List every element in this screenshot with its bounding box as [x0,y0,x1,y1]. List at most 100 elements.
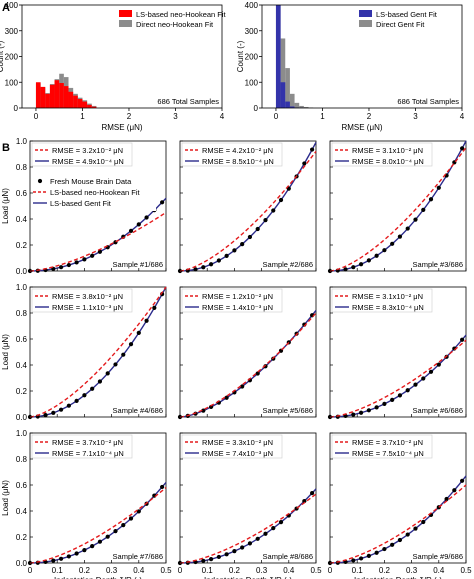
x-axis-label: RMSE (μN) [341,123,382,132]
histogram-bar [59,83,64,108]
data-point [43,413,48,418]
data-point [136,330,141,335]
data-point [271,208,276,213]
data-point [201,408,206,413]
data-point [397,393,403,398]
x-tick-label: 0.5 [310,566,322,575]
data-point [413,382,418,387]
x-tick-label: 0.2 [79,566,91,575]
gent-fit-line [329,334,467,418]
x-tick-label: 0.1 [202,566,214,575]
y-tick-label: 0.0 [16,267,28,276]
rmse-gent-label: RMSE = 7.4x10⁻³ μN [202,449,273,458]
data-point [452,488,457,493]
load-subplot-2: RMSE = 4.2x10⁻² μN RMSE = 8.5x10⁻⁴ μN Samp… [177,140,317,274]
axes-frame [329,140,467,272]
data-point [82,548,87,553]
histogram-bar [294,102,300,108]
x-tick-label: 4 [460,112,465,121]
rmse-neo-hookean-label: RMSE = 1.2x10⁻² μN [202,292,273,301]
rmse-neo-hookean-label: RMSE = 3.3x10⁻² μN [202,438,273,447]
data-point [144,215,149,220]
histogram-bar [82,101,88,108]
data-point [113,362,118,367]
rmse-neo-hookean-label: RMSE = 3.1x10⁻² μN [352,146,423,155]
rmse-legend-box [31,288,133,313]
rmse-gent-label: RMSE = 8.5x10⁻⁴ μN [202,157,274,166]
neo-hookean-fit-line [179,493,317,564]
load-subplot-4: RMSE = 3.8x10⁻² μN RMSE = 1.1x10⁻³ μN Samp… [1,283,167,422]
data-point [397,234,403,239]
data-point [160,484,165,490]
histogram-bar [275,5,281,108]
data-point [121,522,126,528]
y-tick-label: 300 [5,27,19,36]
data-point [90,544,95,549]
data-point [374,253,379,258]
data-point [152,305,157,310]
axes-frame [329,432,467,564]
x-tick-label: 4 [220,112,225,121]
histogram-bar [285,68,290,108]
y-tick-label: 0 [254,104,259,113]
x-tick-label: 1 [320,112,325,121]
histogram-bar [35,82,41,108]
rmse-gent-label: RMSE = 7.5x10⁻⁴ μN [352,449,424,458]
data-point [58,265,64,270]
histogram-bar [289,106,295,108]
data-point [278,197,284,203]
rmse-neo-hookean-label: RMSE = 3.7x10⁻² μN [352,438,423,447]
data-point [58,556,64,561]
gent-fit-line [179,309,317,418]
rmse-legend-box [31,142,133,167]
legend-label: Direct Gent Fit [376,20,425,29]
data-point [74,398,79,403]
y-tick-label: 400 [245,1,259,10]
data-point [51,410,56,415]
y-tick-label: 0.2 [16,387,28,396]
data-point [128,228,134,233]
data-point [66,262,71,268]
data-point [224,552,229,557]
x-tick-label: 0 [28,566,33,575]
data-point [255,226,260,232]
data-point [358,262,364,267]
legend-label: Fresh Mouse Brain Data [50,177,132,186]
data-point [105,371,110,376]
load-subplot-5: RMSE = 1.2x10⁻² μN RMSE = 1.4x10⁻³ μN Samp… [177,286,317,420]
data-point [208,404,214,410]
data-point [421,519,426,525]
x-axis-label: Indentation Depth δ/R (-) [354,576,442,579]
y-tick-label: 0.4 [16,361,28,370]
data-point [343,267,348,272]
sample-label: Sample #8/686 [263,552,313,561]
rmse-neo-hookean-label: RMSE = 3.7x10⁻² μN [52,438,123,447]
sample-label: Sample #7/686 [113,552,163,561]
rmse-gent-label: RMSE = 1.4x10⁻³ μN [202,303,273,312]
axes-frame [29,432,167,564]
load-subplot-9: RMSE = 3.7x10⁻² μN RMSE = 7.5x10⁻⁴ μN Samp… [328,432,472,579]
rmse-legend-box [181,142,283,167]
data-point [74,551,79,556]
sample-label: Sample #4/686 [113,406,163,415]
x-tick-label: 0.3 [406,566,418,575]
histogram-bar [289,93,295,108]
data-point [413,526,418,531]
rmse-gent-label: RMSE = 7.1x10⁻⁴ μN [52,449,124,458]
data-point [436,185,441,190]
data-point [278,520,284,525]
data-point [240,545,245,550]
data-point [255,371,260,376]
data-point [302,161,307,166]
x-tick-label: 0.2 [229,566,241,575]
legend-swatch [119,20,132,27]
rmse-gent-label: RMSE = 8.3x10⁻⁴ μN [352,303,424,312]
data-point [421,376,426,381]
data-point [390,241,395,246]
neo-hookean-fit-line [179,312,317,418]
data-point [358,410,364,415]
neo-hookean-fit-line [329,339,467,418]
data-point [366,408,371,413]
neo-hookean-fit-line [29,211,167,272]
